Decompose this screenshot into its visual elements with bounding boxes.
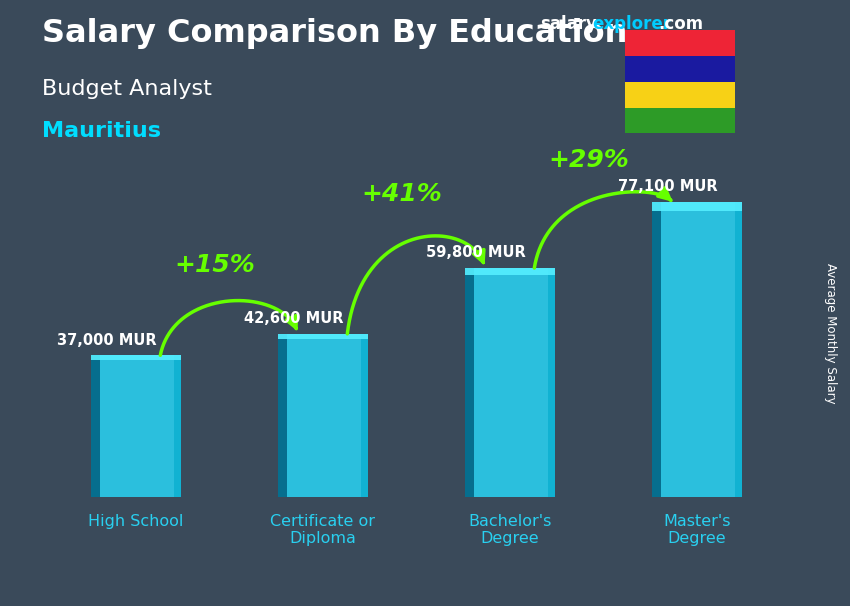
Text: +15%: +15% (174, 253, 255, 277)
Bar (91, 355, 100, 497)
Bar (278, 334, 287, 497)
Text: Salary Comparison By Education: Salary Comparison By Education (42, 18, 628, 49)
Bar (173, 355, 181, 497)
Text: explorer: explorer (592, 15, 672, 33)
Bar (91, 355, 181, 359)
Text: 77,100 MUR: 77,100 MUR (619, 179, 718, 194)
Text: 42,600 MUR: 42,600 MUR (245, 311, 344, 326)
FancyBboxPatch shape (278, 334, 368, 497)
Bar (625, 56, 735, 82)
Bar (734, 202, 742, 497)
Bar (278, 334, 368, 339)
Bar (652, 202, 742, 211)
Text: +29%: +29% (548, 148, 629, 171)
Text: 37,000 MUR: 37,000 MUR (58, 333, 157, 348)
Text: 59,800 MUR: 59,800 MUR (426, 245, 525, 261)
FancyBboxPatch shape (652, 202, 742, 497)
FancyBboxPatch shape (91, 355, 181, 497)
Text: salary: salary (540, 15, 597, 33)
Bar (625, 108, 735, 133)
Bar (360, 334, 368, 497)
Bar (625, 82, 735, 108)
Bar (465, 268, 474, 497)
Bar (465, 268, 555, 275)
Text: Mauritius: Mauritius (42, 121, 162, 141)
Text: Average Monthly Salary: Average Monthly Salary (824, 263, 837, 404)
Text: Budget Analyst: Budget Analyst (42, 79, 212, 99)
FancyBboxPatch shape (465, 268, 555, 497)
Bar (547, 268, 555, 497)
Text: .com: .com (659, 15, 704, 33)
Bar (625, 30, 735, 56)
Bar (652, 202, 661, 497)
Text: +41%: +41% (361, 182, 442, 206)
